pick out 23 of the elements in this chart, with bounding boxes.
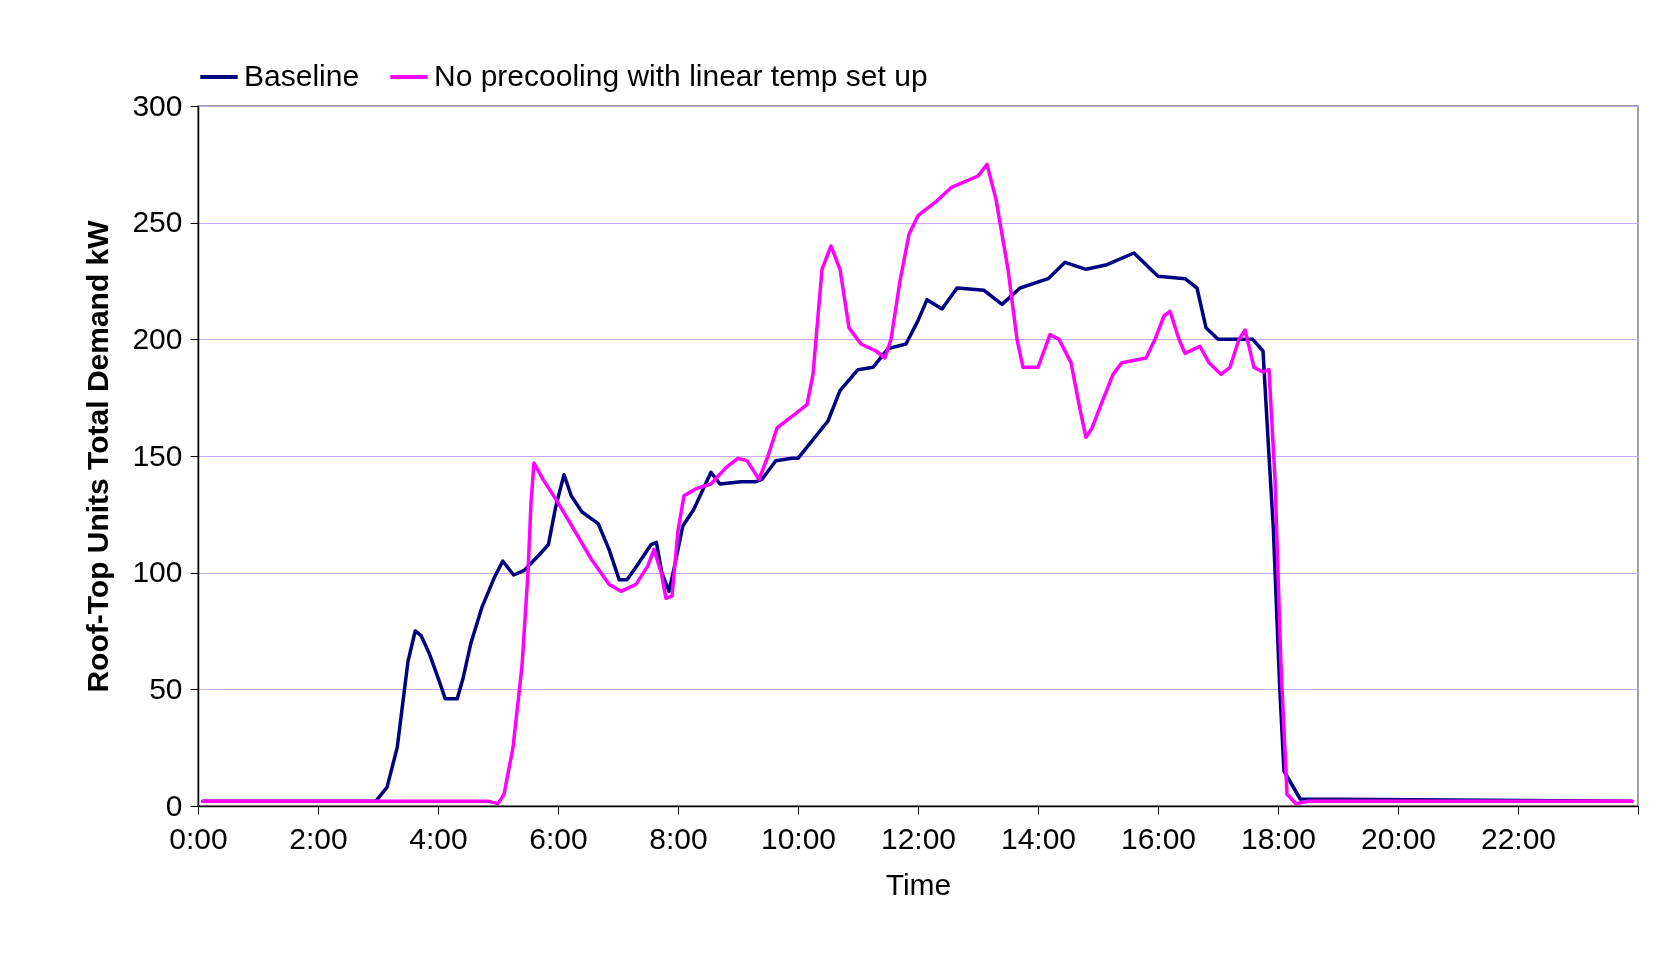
x-tick-label: 18:00 bbox=[1240, 821, 1317, 855]
y-tick-label: 200 bbox=[132, 321, 183, 355]
legend-label: Baseline bbox=[244, 59, 360, 92]
y-axis-title: Roof-Top Units Total Demand kW bbox=[81, 219, 115, 693]
y-tick-label: 250 bbox=[132, 205, 183, 239]
x-axis-title: Time bbox=[885, 867, 952, 901]
x-tick-label: 2:00 bbox=[289, 821, 348, 855]
y-tick-label: 150 bbox=[132, 438, 183, 472]
y-tick-label: 300 bbox=[132, 88, 183, 122]
x-tick-label: 10:00 bbox=[760, 821, 837, 855]
x-tick-label: 0:00 bbox=[169, 821, 228, 855]
x-tick-label: 12:00 bbox=[880, 821, 957, 855]
x-tick-label: 14:00 bbox=[1000, 821, 1077, 855]
y-tick-label: 50 bbox=[149, 671, 183, 705]
x-tick-label: 4:00 bbox=[409, 821, 468, 855]
x-tick-label: 20:00 bbox=[1360, 821, 1437, 855]
x-tick-label: 16:00 bbox=[1120, 821, 1197, 855]
y-tick-label: 100 bbox=[132, 555, 183, 589]
x-tick-label: 6:00 bbox=[529, 821, 588, 855]
x-tick-label: 8:00 bbox=[649, 821, 708, 855]
x-tick-label: 22:00 bbox=[1480, 821, 1557, 855]
y-tick-label: 0 bbox=[165, 788, 183, 822]
legend-label: No precooling with linear temp set up bbox=[434, 59, 928, 92]
